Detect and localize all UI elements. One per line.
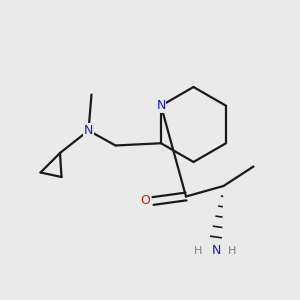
- Text: O: O: [141, 194, 150, 208]
- Text: N: N: [156, 99, 166, 112]
- Text: H: H: [228, 245, 237, 256]
- Text: H: H: [194, 245, 202, 256]
- Text: N: N: [211, 244, 221, 257]
- Text: N: N: [84, 124, 93, 137]
